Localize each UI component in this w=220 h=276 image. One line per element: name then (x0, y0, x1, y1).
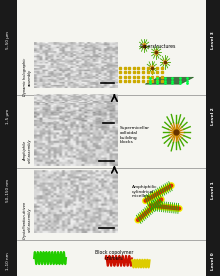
Text: 1–10 nm: 1–10 nm (6, 252, 10, 270)
Bar (34, 104, 118, 166)
Text: Block copolymer
unimers: Block copolymer unimers (95, 250, 134, 261)
Text: Crystallization-driven
self-assembly: Crystallization-driven self-assembly (23, 200, 32, 238)
Text: 50–150 nm: 50–150 nm (6, 179, 10, 202)
Bar (206, 0, 220, 276)
Text: Superstructures: Superstructures (140, 44, 177, 49)
Text: Level 3: Level 3 (211, 31, 215, 49)
Text: Dynamic holographic
assembly: Dynamic holographic assembly (23, 58, 32, 96)
Text: 1–5 μm: 1–5 μm (6, 108, 10, 124)
Bar (34, 95, 118, 128)
Bar (34, 171, 118, 233)
Text: Level 1: Level 1 (211, 182, 215, 199)
Text: Amphiphilic
cylindrical
micelles: Amphiphilic cylindrical micelles (132, 185, 158, 198)
Text: 5–50 μm: 5–50 μm (6, 31, 10, 49)
Text: Level 0: Level 0 (211, 252, 215, 270)
Text: Supermicellar
colloidal
building
blocks: Supermicellar colloidal building blocks (120, 126, 150, 144)
Bar (34, 43, 118, 88)
Text: Amphiphile
self-assembly: Amphiphile self-assembly (23, 138, 32, 163)
Text: Level 2: Level 2 (211, 107, 215, 125)
Bar (0, 0, 16, 276)
Polygon shape (145, 77, 194, 84)
